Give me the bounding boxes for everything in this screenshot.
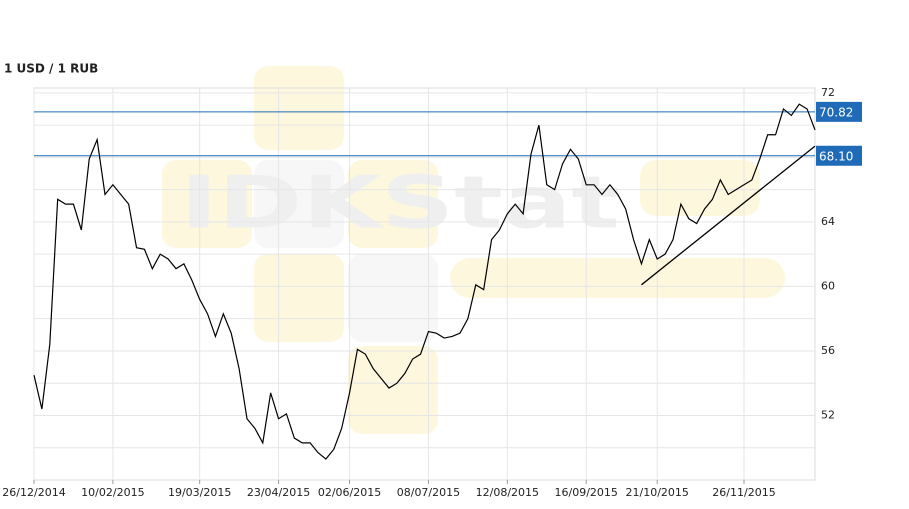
logo-tile [254,254,344,342]
x-tick-label: 02/06/2015 [318,486,381,499]
y-tick-label: 72 [821,86,835,99]
logo-bar [450,258,785,298]
y-tick-label: 56 [821,344,835,357]
x-tick-label: 26/11/2015 [712,486,775,499]
x-tick-label: 10/02/2015 [81,486,144,499]
x-tick-label: 19/03/2015 [168,486,231,499]
logo-tile [348,346,438,434]
level-label: 70.82 [819,105,853,119]
logo-tile [348,160,438,248]
level-badge [816,145,862,166]
x-tick-label: 16/09/2015 [555,486,618,499]
trend-line [641,145,816,286]
level-label: 68.10 [819,149,853,163]
x-tick-label: 21/10/2015 [626,486,689,499]
watermark: IDKStat [162,66,785,434]
x-tick-label: 12/08/2015 [476,486,539,499]
watermark-text: IDKStat [180,161,620,245]
price-line [33,103,816,460]
level-badge [816,101,862,122]
logo-tile [254,66,344,150]
logo-bar [640,160,760,216]
x-tick-label: 08/07/2015 [397,486,460,499]
logo-tile [162,160,252,248]
y-tick-label: 64 [821,215,835,228]
y-tick-label: 52 [821,408,835,421]
y-tick-label: 60 [821,279,835,292]
x-tick-label: 23/04/2015 [247,486,310,499]
x-tick-label: 26/12/2014 [2,486,65,499]
logo-tile [254,160,344,248]
chart-title: 1 USD / 1 RUB [4,62,98,76]
logo-tile [348,254,438,342]
